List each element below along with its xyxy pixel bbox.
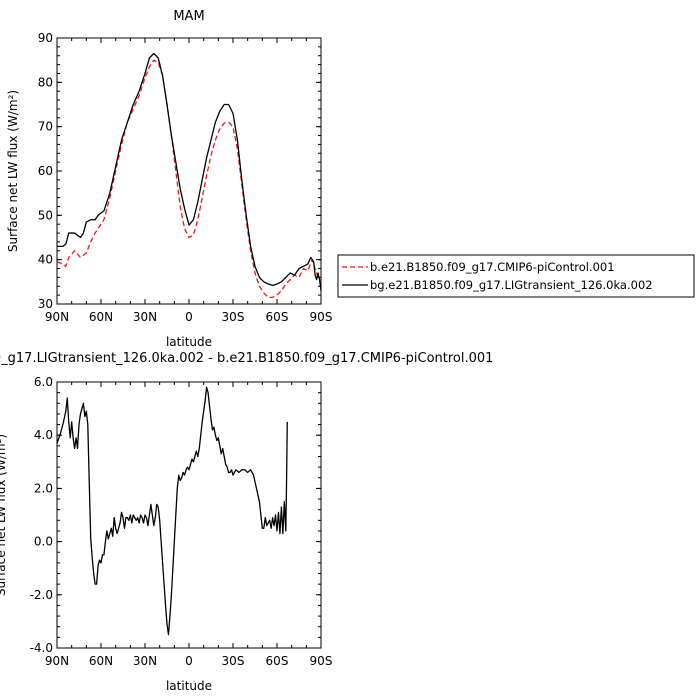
bottom-series-line-0	[56, 386, 288, 636]
top-y-tick-label: 70	[38, 120, 53, 134]
top-x-tick-label: 60N	[89, 310, 113, 324]
top-chart-marks: 90N 60N 30N 0 30S 60S 90S 30 40 50 60 70 80 90	[38, 31, 333, 324]
top-x-tick-label: 0	[185, 310, 193, 324]
top-series-line-0	[56, 59, 322, 298]
top-chart-panel: MAM 90N 60N 30N 0 30S 60S 90S 30 40 50 60 70 80 90 Su…	[6, 9, 332, 349]
bottom-y-tick-label: 4.0	[34, 428, 53, 442]
bottom-x-tick-label: 60N	[89, 654, 113, 668]
top-y-tick-label: 80	[38, 75, 53, 89]
bottom-chart-panel: bg.e21.B1850.f09_g17.LIGtransient_126.0k…	[0, 351, 493, 693]
top-y-tick-label: 40	[38, 253, 53, 267]
bottom-x-tick-label: 30N	[133, 654, 157, 668]
bottom-y-tick-label: -2.0	[30, 588, 53, 602]
legend: b.e21.B1850.f09_g17.CMIP6-piControl.001 …	[337, 254, 695, 298]
bottom-x-tick-label: 90N	[45, 654, 69, 668]
bottom-y-tick-label: 6.0	[34, 375, 53, 389]
top-x-tick-label: 90S	[310, 310, 333, 324]
bottom-y-tick-label: -4.0	[30, 641, 53, 655]
top-chart-title: MAM	[173, 9, 204, 24]
top-y-tick-label: 30	[38, 297, 53, 311]
top-chart-frame	[56, 37, 322, 305]
top-x-tick-label: 60S	[266, 310, 289, 324]
bottom-chart-xlabel: latitude	[166, 679, 212, 693]
top-x-tick-label: 90N	[45, 310, 69, 324]
bottom-y-tick-label: 0.0	[34, 535, 53, 549]
top-y-tick-label: 60	[38, 164, 53, 178]
top-chart-xlabel: latitude	[166, 335, 212, 349]
top-y-tick-label: 90	[38, 31, 53, 45]
top-y-tick-label: 50	[38, 208, 53, 222]
top-chart-ylabel: Surface net LW flux (W/m²)	[6, 90, 20, 252]
bottom-y-tick-label: 2.0	[34, 481, 53, 495]
legend-box	[337, 254, 695, 298]
bottom-x-tick-label: 90S	[310, 654, 333, 668]
bottom-x-tick-label: 0	[185, 654, 193, 668]
legend-label-pi-control: b.e21.B1850.f09_g17.CMIP6-piControl.001	[370, 260, 615, 274]
legend-label-lig-transient: bg.e21.B1850.f09_g17.LIGtransient_126.0k…	[370, 278, 653, 292]
top-series-line-1	[57, 52, 322, 291]
top-x-tick-label: 30S	[222, 310, 245, 324]
top-x-tick-label: 30N	[133, 310, 157, 324]
bottom-x-tick-label: 60S	[266, 654, 289, 668]
bottom-chart-marks: 90N 60N 30N 0 30S 60S 90S -4.0 -2.0 0.0 2.0 4.0 6.0	[30, 375, 333, 668]
bottom-chart-title: bg.e21.B1850.f09_g17.LIGtransient_126.0k…	[0, 351, 493, 366]
bottom-x-tick-label: 30S	[222, 654, 245, 668]
bottom-chart-ylabel: Surface net LW flux (W/m²)	[0, 434, 8, 596]
